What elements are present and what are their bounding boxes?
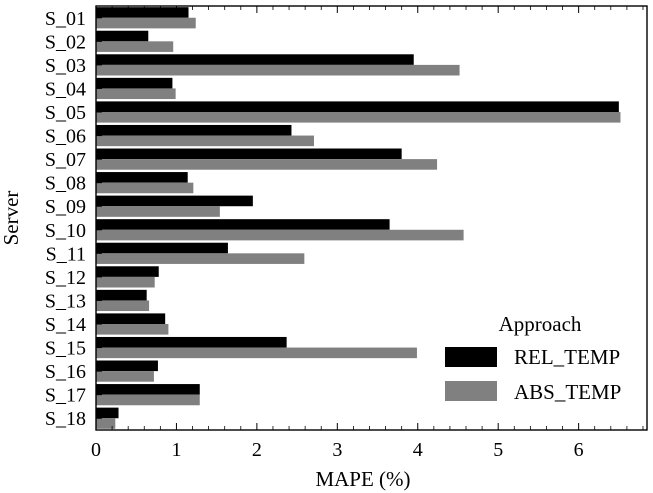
x-tick-label: 1 [171, 439, 181, 461]
x-tick-label: 0 [91, 439, 101, 461]
y-tick-label: S_12 [45, 267, 86, 289]
bar-abs-temp-s-01 [96, 17, 196, 29]
plot-frame [95, 5, 648, 431]
y-tick-label: S_16 [45, 361, 86, 383]
x-tick-label: 4 [413, 439, 423, 461]
y-tick-label: S_11 [46, 243, 86, 265]
bar-abs-temp-s-14 [96, 324, 169, 335]
bar-rel-temp-s-14 [96, 313, 166, 324]
y-tick-label: S_06 [45, 126, 86, 148]
y-tick-label: S_05 [45, 102, 86, 124]
y-tick-label: S_01 [45, 8, 86, 30]
y-tick-label: S_14 [45, 314, 86, 336]
bar-abs-temp-s-18 [96, 418, 116, 429]
legend: Approach REL_TEMP ABS_TEMP [445, 312, 621, 404]
bar-abs-temp-s-17 [96, 394, 200, 406]
x-tick-label: 6 [574, 439, 584, 461]
bar-abs-temp-s-11 [96, 253, 305, 264]
bar-rel-temp-s-03 [96, 54, 414, 65]
y-tick-label: S_10 [45, 220, 86, 242]
bar-abs-temp-s-09 [96, 206, 220, 217]
bar-rel-temp-s-17 [96, 384, 200, 395]
y-tick-label: S_04 [45, 78, 86, 100]
x-axis-label: MAPE (%) [315, 467, 410, 491]
y-tick-label: S_17 [45, 385, 86, 407]
bar-rel-temp-s-13 [96, 289, 147, 301]
y-tick-label: S_03 [45, 55, 86, 77]
y-tick-label: S_02 [45, 31, 86, 53]
bar-rel-temp-s-01 [96, 7, 189, 18]
bar-rel-temp-s-10 [96, 219, 390, 230]
y-tick-label: S_15 [45, 338, 86, 360]
legend-title: Approach [499, 312, 582, 336]
bar-abs-temp-s-02 [96, 41, 174, 52]
bar-abs-temp-s-08 [96, 182, 194, 194]
bar-abs-temp-s-16 [96, 371, 154, 382]
bar-rel-temp-s-04 [96, 77, 173, 89]
bar-rel-temp-s-08 [96, 172, 188, 183]
legend-swatch-rel-temp [445, 347, 497, 367]
bar-abs-temp-s-03 [96, 64, 460, 76]
bar-rel-temp-s-09 [96, 195, 253, 207]
legend-label-abs-temp: ABS_TEMP [514, 380, 621, 404]
bar-rel-temp-s-06 [96, 124, 292, 136]
bar-rel-temp-s-05 [96, 101, 619, 112]
bar-abs-temp-s-04 [96, 88, 176, 100]
bar-rel-temp-s-18 [96, 407, 119, 419]
bar-abs-temp-s-06 [96, 135, 314, 147]
bar-abs-temp-s-05 [96, 112, 621, 123]
bar-abs-temp-s-15 [96, 347, 417, 359]
bar-rel-temp-s-11 [96, 242, 228, 254]
bar-rel-temp-s-02 [96, 30, 149, 42]
bar-abs-temp-s-10 [96, 229, 464, 241]
ticks-layer: S_01S_02S_03S_04S_05S_06S_07S_08S_09S_10… [45, 6, 644, 461]
bar-abs-temp-s-12 [96, 276, 155, 288]
bar-rel-temp-s-12 [96, 266, 159, 277]
y-axis-label: Server [0, 191, 23, 246]
y-tick-label: S_13 [45, 290, 86, 312]
legend-swatch-abs-temp [445, 381, 497, 401]
bar-rel-temp-s-15 [96, 336, 287, 348]
x-tick-label: 5 [493, 439, 503, 461]
x-tick-label: 3 [332, 439, 342, 461]
y-tick-label: S_09 [45, 196, 86, 218]
y-tick-label: S_07 [45, 149, 86, 171]
y-tick-label: S_18 [45, 408, 86, 430]
bar-rel-temp-s-07 [96, 148, 402, 160]
bar-abs-temp-s-13 [96, 300, 150, 312]
x-tick-label: 2 [252, 439, 262, 461]
y-tick-label: S_08 [45, 173, 86, 195]
bar-rel-temp-s-16 [96, 360, 158, 372]
bars-layer [96, 7, 621, 429]
bar-abs-temp-s-07 [96, 159, 438, 170]
legend-label-rel-temp: REL_TEMP [514, 345, 620, 369]
